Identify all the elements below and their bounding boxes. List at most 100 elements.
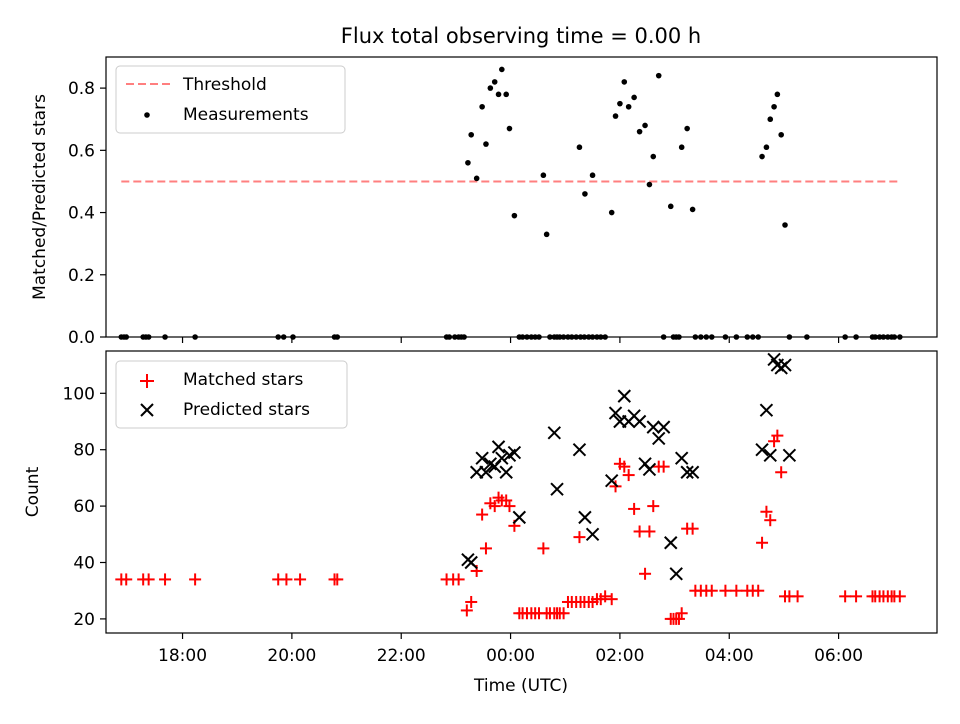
predicted-star-point (507, 445, 522, 460)
measurement-point (573, 334, 579, 340)
predicted-star-point (499, 465, 513, 479)
measurement-point (612, 113, 619, 119)
top-y-tick-label: 0.0 (68, 328, 95, 348)
top-y-axis-label: Matched/Predicted stars (30, 94, 50, 300)
measurement-point (804, 334, 810, 340)
bottom-y-tick-label: 100 (63, 384, 95, 404)
matched-star-point (756, 536, 769, 549)
measurement-point (608, 209, 615, 216)
matched-star-point (839, 590, 852, 603)
measurement-point (547, 334, 553, 340)
predicted-star-point (778, 358, 792, 372)
measurement-point (884, 334, 891, 340)
matched-star-point (159, 573, 172, 586)
matched-star-point (752, 584, 765, 597)
bottom-x-tick-label: 06:00 (814, 646, 863, 666)
top-x-axis-ticks (181, 337, 840, 343)
top-y-tick-label: 0.8 (68, 79, 95, 99)
measurement-point (461, 334, 467, 340)
matched-star-point (605, 593, 618, 606)
measurement-point (782, 222, 788, 228)
matched-star-point (730, 584, 743, 597)
matched-star-point (639, 567, 652, 580)
measurement-point (621, 79, 628, 85)
bottom-legend: Matched stars Predicted stars (115, 360, 348, 429)
measurement-point (755, 334, 762, 340)
predicted-star-point (669, 567, 683, 581)
top-y-tick-label: 0.4 (68, 204, 95, 224)
threshold-legend-label: Threshold (182, 75, 267, 95)
measurement-point (636, 128, 643, 135)
bottom-legend-box (115, 360, 348, 429)
measurement-point (491, 79, 498, 85)
predicted-star-point (605, 474, 619, 488)
predicted-stars-legend-label: Predicted stars (183, 400, 310, 420)
bottom-panel: 20 40 60 80 100 18:00 20:00 22:00 00:00 02:00 04:… (23, 350, 938, 696)
measurement-point (123, 334, 130, 340)
measurement-point (759, 153, 765, 160)
matched-star-point (479, 542, 492, 555)
measurements-legend-swatch (144, 112, 150, 118)
measurement-point (733, 334, 740, 340)
matched-star-point (719, 584, 732, 597)
matched-star-point (503, 500, 516, 513)
measurement-point (667, 203, 674, 210)
measurement-point (670, 334, 677, 340)
measurement-point (452, 334, 458, 340)
predicted-star-point (664, 536, 678, 550)
matched-star-point (686, 522, 699, 535)
predicted-star-point (642, 462, 657, 477)
bottom-y-tick-label: 80 (73, 441, 95, 461)
bottom-y-axis-ticks: 20 40 60 80 100 (63, 384, 106, 630)
bottom-x-tick-label: 18:00 (158, 646, 207, 666)
matched-star-point (189, 573, 202, 586)
matched-star-point (675, 607, 688, 620)
predicted-star-point (656, 420, 671, 434)
predicted-star-point (572, 442, 587, 457)
measurement-point (479, 103, 485, 110)
measurement-point (290, 334, 296, 340)
measurement-point (631, 94, 637, 101)
measurement-point (536, 334, 542, 340)
predicted-star-point (578, 510, 592, 525)
matched-star-point (331, 573, 344, 586)
measurement-point (897, 334, 903, 340)
measurement-point (495, 91, 502, 98)
matched-star-point (775, 466, 788, 479)
predicted-star-point (674, 451, 689, 465)
bottom-x-tick-label: 20:00 (267, 646, 316, 666)
measurement-point (540, 172, 547, 179)
measurement-point (763, 144, 770, 151)
predicted-star-point (608, 406, 623, 420)
predicted-star-point (685, 465, 700, 479)
measurement-point (767, 116, 774, 123)
measurement-point (842, 334, 848, 340)
measurement-point (511, 212, 518, 219)
matched-star-point (647, 500, 660, 513)
bottom-x-tick-label: 02:00 (595, 646, 644, 666)
bottom-x-axis-label: Time (UTC) (473, 676, 568, 696)
predicted-stars-legend-swatch (140, 403, 154, 417)
measurement-point (483, 141, 489, 147)
matched-star-point (771, 429, 784, 442)
matched-star-point (476, 508, 489, 521)
measurement-point (660, 334, 667, 340)
predicted-star-point (479, 465, 493, 479)
matched-star-point (672, 612, 685, 625)
matched-star-point (618, 460, 631, 473)
measurement-point (771, 103, 777, 110)
measurement-point (577, 334, 584, 340)
measurement-point (565, 334, 571, 340)
matched-star-point (465, 595, 478, 608)
top-legend: Threshold Measurements (115, 65, 346, 134)
measurement-point (532, 334, 538, 340)
matched-star-point (791, 590, 804, 603)
matched-star-point (142, 573, 155, 586)
predicted-star-point (763, 448, 777, 463)
measurement-point (684, 125, 690, 132)
predicted-star-point (512, 510, 527, 525)
top-panel: 0.00.20.40.60.8 Matched/Predicted stars … (30, 56, 938, 348)
top-legend-box (115, 65, 346, 134)
measurement-point (872, 334, 879, 340)
